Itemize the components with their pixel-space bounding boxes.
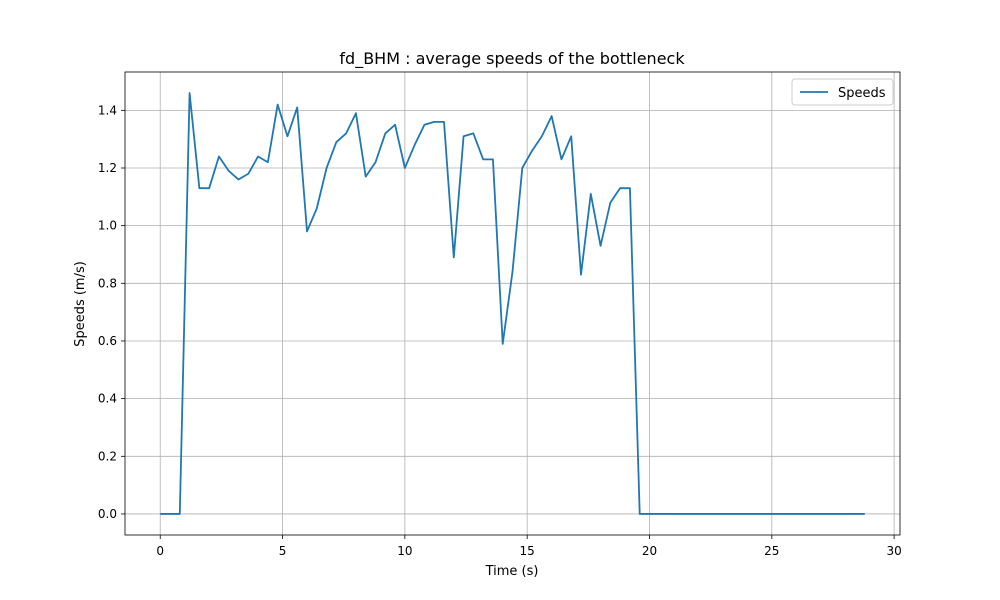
series-line-speeds bbox=[160, 92, 865, 515]
legend-box bbox=[791, 78, 894, 106]
y-tick-label: 1.4 bbox=[98, 103, 117, 117]
x-tick-label: 10 bbox=[397, 544, 412, 558]
ticks: 0 5 10 15 20 25 30 0.0 0.2 0.4 0.6 0.8 1.0 1.2 1.4 bbox=[98, 103, 902, 558]
grid bbox=[125, 72, 900, 535]
x-tick-label: 0 bbox=[156, 544, 164, 558]
x-tick-label: 25 bbox=[764, 544, 779, 558]
legend-label: Speeds bbox=[838, 86, 886, 101]
y-axis-label: Speeds (m/s) bbox=[73, 261, 88, 347]
x-tick-label: 15 bbox=[520, 544, 535, 558]
y-tick-label: 0.2 bbox=[98, 449, 117, 463]
x-tick-label: 20 bbox=[642, 544, 657, 558]
y-tick-label: 0.6 bbox=[98, 334, 117, 348]
y-tick-label: 0.8 bbox=[98, 276, 117, 290]
y-tick-label: 0.0 bbox=[98, 507, 117, 521]
y-tick-label: 0.4 bbox=[98, 392, 117, 406]
axes-frame bbox=[124, 71, 901, 536]
y-tick-label: 1.0 bbox=[98, 219, 117, 233]
chart-title: fd_BHM : average speeds of the bottlenec… bbox=[339, 49, 685, 69]
x-axis-label: Time (s) bbox=[485, 564, 539, 579]
x-tick-label: 30 bbox=[886, 544, 901, 558]
plot-area bbox=[160, 92, 865, 515]
x-tick-label: 5 bbox=[279, 544, 287, 558]
legend: Speeds bbox=[791, 78, 894, 106]
axes bbox=[124, 71, 901, 536]
y-tick-label: 1.2 bbox=[98, 161, 117, 175]
